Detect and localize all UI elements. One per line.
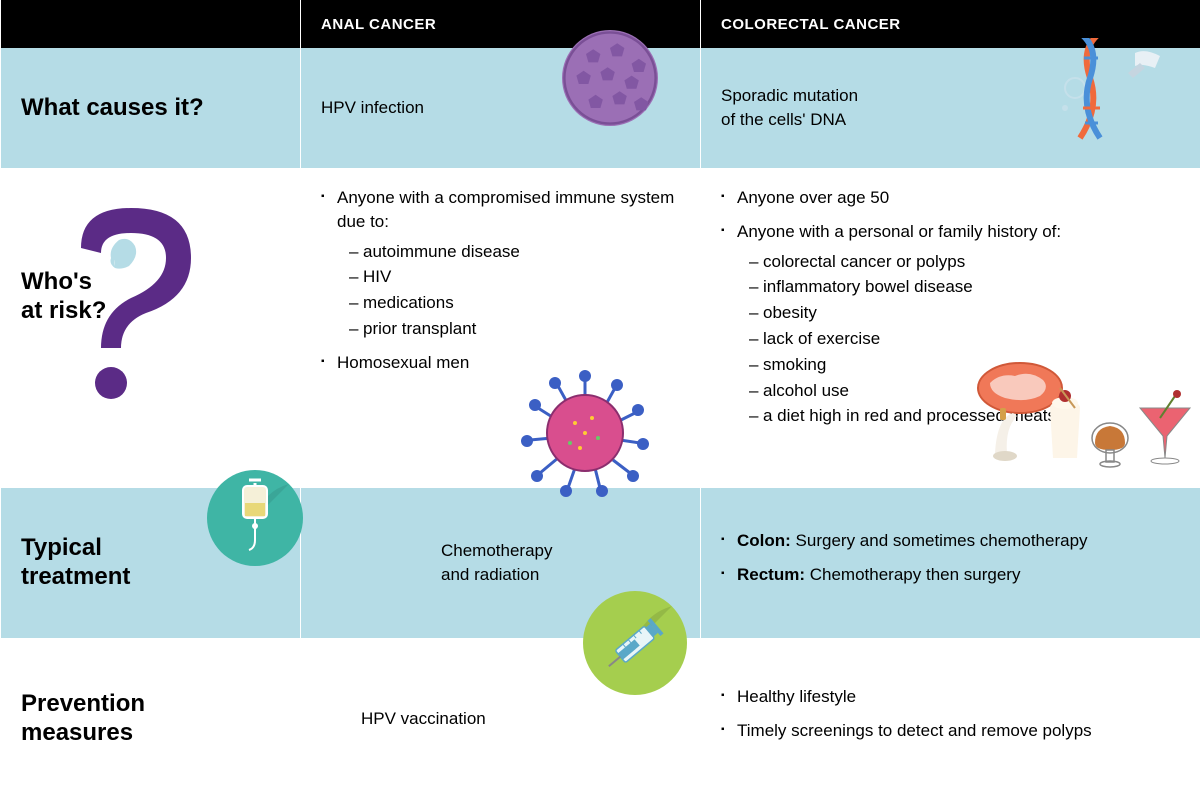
list-item: Anyone over age 50 xyxy=(721,186,1180,210)
iv-bag-icon xyxy=(205,468,305,568)
cell-risk-anal: Anyone with a compromised immune system … xyxy=(300,168,700,488)
list-item: Rectum: Chemotherapy then surgery xyxy=(721,563,1088,587)
prevention-anal-text: HPV vaccination xyxy=(361,707,486,731)
header-blank xyxy=(0,0,300,48)
sub-item: colorectal cancer or polyps xyxy=(749,250,1180,274)
prevention-colorectal-list: Healthy lifestyle Timely screenings to d… xyxy=(721,685,1092,753)
cell-risk-colorectal: Anyone over age 50 Anyone with a persona… xyxy=(700,168,1200,488)
cell-prevention-colorectal: Healthy lifestyle Timely screenings to d… xyxy=(700,638,1200,800)
sub-item: obesity xyxy=(749,301,1180,325)
sub-item: inflammatory bowel disease xyxy=(749,275,1180,299)
list-item: Anyone with a compromised immune system … xyxy=(321,186,680,341)
cell-causes-colorectal: Sporadic mutation of the cells' DNA xyxy=(700,48,1200,168)
cell-prevention-anal: HPV vaccination xyxy=(300,638,700,800)
risk-anal-list: Anyone with a compromised immune system … xyxy=(321,186,680,375)
cell-causes-anal: HPV infection xyxy=(300,48,700,168)
list-item: Timely screenings to detect and remove p… xyxy=(721,719,1092,743)
sub-item: prior transplant xyxy=(349,317,680,341)
row-label-treatment: Typical treatment xyxy=(0,488,300,638)
row-label-prevention: Prevention measures xyxy=(0,638,300,800)
row-label-risk: Who's at risk? xyxy=(0,168,300,488)
hiv-virus-icon xyxy=(520,368,650,498)
row-label-causes: What causes it? xyxy=(0,48,300,168)
causes-colorectal-text: Sporadic mutation of the cells' DNA xyxy=(721,84,858,132)
cell-treatment-colorectal: Colon: Surgery and sometimes chemotherap… xyxy=(700,488,1200,638)
sub-item: lack of exercise xyxy=(749,327,1180,351)
syringe-icon xyxy=(580,588,690,698)
sub-item: medications xyxy=(349,291,680,315)
list-item: Colon: Surgery and sometimes chemotherap… xyxy=(721,529,1088,553)
comparison-table: ANAL CANCER COLORECTAL CANCER What cause… xyxy=(0,0,1200,800)
sub-item: autoimmune disease xyxy=(349,240,680,264)
sub-item: HIV xyxy=(349,265,680,289)
causes-anal-text: HPV infection xyxy=(321,96,424,120)
treatment-anal-text: Chemotherapy and radiation xyxy=(441,539,553,587)
hpv-virus-icon xyxy=(550,18,670,138)
treatment-colorectal-list: Colon: Surgery and sometimes chemotherap… xyxy=(721,529,1088,597)
list-item: Healthy lifestyle xyxy=(721,685,1092,709)
dna-icon xyxy=(1050,38,1190,158)
food-drink-icon xyxy=(965,358,1195,478)
